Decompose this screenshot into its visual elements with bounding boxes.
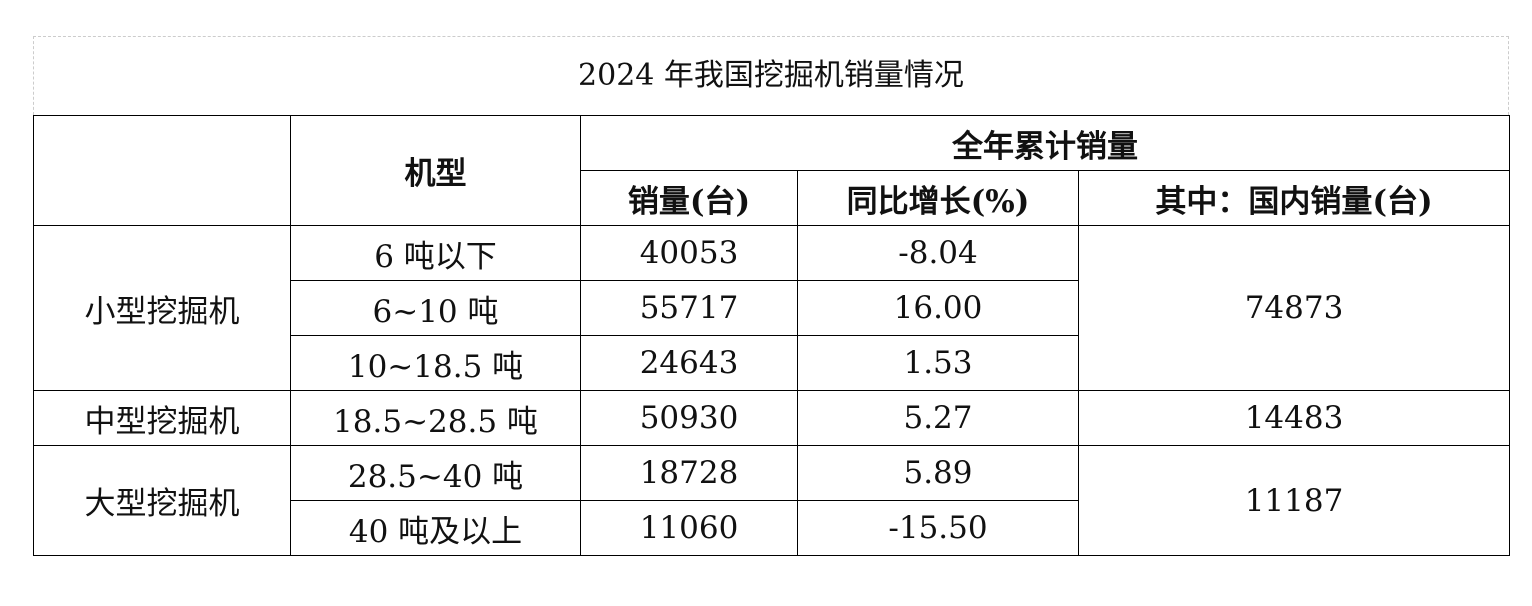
model-cell: 6 吨以下 xyxy=(290,225,581,281)
header-row: 机型 全年累计销量 xyxy=(33,115,1511,226)
domestic-cell: 74873 xyxy=(1077,225,1511,391)
domestic-cell: 11187 xyxy=(1077,445,1511,556)
header-cell: 全年累计销量 xyxy=(579,115,1511,171)
sales-cell: 18728 xyxy=(580,445,798,501)
table-title: 2024 年我国挖掘机销量情况 xyxy=(33,36,1509,115)
data-row: 中型挖掘机 18.5~28.5 吨 50930 5.27 14483 xyxy=(33,390,1511,446)
model-cell: 10~18.5 吨 xyxy=(290,335,581,391)
data-row: 小型挖掘机 6 吨以下 40053 -8.04 74873 xyxy=(33,225,1511,391)
sales-cell: 40053 xyxy=(580,225,798,281)
header-cell: 机型 xyxy=(290,115,581,226)
group-name: 大型挖掘机 xyxy=(33,445,291,556)
data-row: 大型挖掘机 28.5~40 吨 18728 5.89 11187 xyxy=(33,445,1511,556)
model-cell: 28.5~40 吨 xyxy=(290,445,581,501)
sales-cell: 55717 xyxy=(580,280,798,336)
sales-cell: 11060 xyxy=(580,500,798,556)
header-cell xyxy=(33,115,291,226)
yoy-cell: 5.27 xyxy=(797,390,1079,446)
model-cell: 18.5~28.5 吨 xyxy=(290,390,581,446)
yoy-cell: -15.50 xyxy=(797,500,1079,556)
yoy-cell: 16.00 xyxy=(797,280,1079,336)
header-cell: 其中：国内销量(台) xyxy=(1077,170,1511,226)
sales-table: 机型 全年累计销量 销量(台) 同比增长(%) 其中：国内销量(台) 小型挖掘机… xyxy=(33,115,1511,556)
header-cell: 同比增长(%) xyxy=(797,170,1079,226)
sales-cell: 50930 xyxy=(580,390,798,446)
model-cell: 6~10 吨 xyxy=(290,280,581,336)
model-cell: 40 吨及以上 xyxy=(290,500,581,556)
yoy-cell: -8.04 xyxy=(797,225,1079,281)
yoy-cell: 1.53 xyxy=(797,335,1079,391)
group-name: 小型挖掘机 xyxy=(33,225,291,391)
domestic-cell: 14483 xyxy=(1077,390,1511,446)
header-row: 销量(台) 同比增长(%) 其中：国内销量(台) xyxy=(34,170,1511,226)
group-name: 中型挖掘机 xyxy=(33,390,291,446)
sales-cell: 24643 xyxy=(580,335,798,391)
header-cell: 销量(台) xyxy=(580,170,798,226)
data-row: 40 吨及以上 11060 -15.50 xyxy=(34,500,1510,556)
yoy-cell: 5.89 xyxy=(797,445,1079,501)
